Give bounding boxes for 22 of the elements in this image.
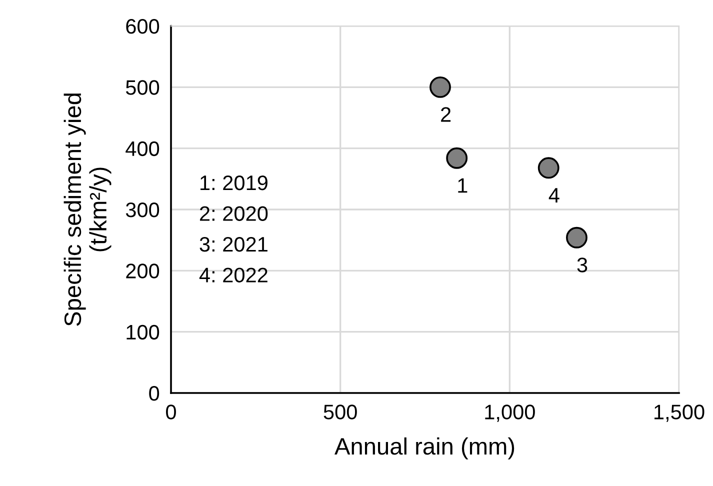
x-tick-label: 0: [166, 404, 176, 420]
y-tick-label: 0: [149, 386, 160, 401]
y-tick-label: 200: [126, 264, 160, 278]
y-axis-title: Specific sediment yied (t/km²/y): [64, 94, 112, 326]
annotation: 1: [458, 178, 468, 193]
annotation: 2: [441, 107, 451, 122]
point: [566, 226, 588, 248]
point: [446, 147, 468, 169]
point: [538, 157, 560, 179]
x-tick-label: 1,500: [654, 404, 704, 422]
y-tick-label: 500: [126, 80, 160, 95]
x-tick-label: 500: [324, 404, 357, 420]
annotation: 3: [577, 258, 588, 272]
x-tick-label: 1,000: [485, 404, 535, 422]
y-tick-label: 600: [126, 19, 160, 34]
y-tick-label: 100: [126, 324, 160, 340]
x-axis-title: Annual rain (mm): [334, 437, 514, 460]
annotation: 4: [548, 188, 560, 202]
annotation: 1: 2019 2: 2020 3: 2021 4: 2022: [199, 175, 268, 282]
y-tick-label: 400: [126, 141, 160, 156]
point: [430, 76, 451, 98]
y-tick-label: 300: [126, 202, 160, 218]
